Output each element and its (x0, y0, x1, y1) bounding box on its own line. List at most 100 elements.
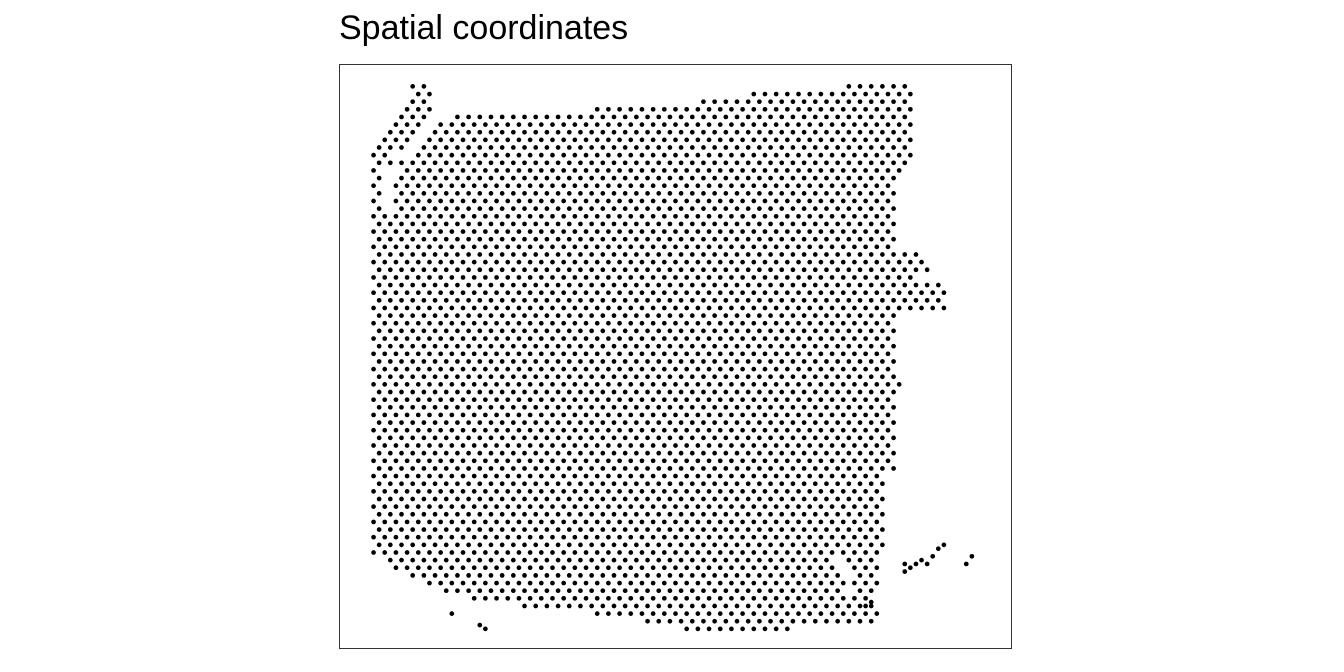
spot-point (829, 122, 835, 127)
spot-point (818, 565, 824, 571)
spot-point (773, 458, 779, 464)
spot-point (527, 213, 533, 219)
spot-point (404, 137, 410, 143)
spot-point (717, 412, 723, 418)
spot-point (376, 542, 382, 548)
spot-point (880, 481, 885, 487)
spot-point (745, 191, 751, 196)
spot-point (784, 504, 790, 509)
spot-point (415, 198, 421, 204)
spot-point (667, 542, 673, 548)
spot-point (779, 527, 785, 532)
spot-point (516, 412, 522, 418)
spot-point (399, 206, 404, 211)
spot-point (578, 573, 583, 578)
spot-point (606, 489, 611, 494)
spot-point (628, 489, 634, 494)
spot-point (857, 175, 863, 181)
spot-point (902, 160, 908, 166)
spot-point (729, 229, 734, 234)
spot-point (784, 473, 790, 479)
spot-point (544, 129, 550, 135)
spot-point (852, 198, 857, 204)
spot-point (857, 252, 863, 257)
spot-point (533, 160, 539, 166)
spot-point (589, 588, 594, 594)
spot-point (723, 374, 729, 380)
spot-point (404, 382, 410, 387)
spot-point (611, 542, 617, 548)
spot-point (494, 183, 499, 189)
spot-point (734, 252, 740, 257)
spot-point (790, 588, 796, 594)
spot-point (578, 236, 583, 242)
spot-point (678, 191, 684, 196)
spot-point (818, 580, 824, 586)
spot-point (460, 259, 466, 265)
spot-point (796, 489, 801, 494)
spot-point (717, 611, 723, 616)
spot-point (561, 183, 567, 189)
spot-point (874, 137, 880, 143)
spot-point (628, 382, 634, 387)
spot-point (661, 122, 667, 127)
spot-point (773, 534, 779, 540)
spot-point (840, 213, 846, 219)
spot-point (387, 313, 393, 318)
spot-point (606, 259, 611, 265)
spot-point (432, 236, 438, 242)
spot-point (656, 557, 662, 563)
spot-point (773, 412, 779, 418)
spot-point (438, 320, 443, 326)
spot-point (617, 290, 622, 296)
spot-point (840, 106, 846, 112)
spot-point (689, 542, 695, 548)
spot-point (824, 313, 829, 318)
spot-point (415, 397, 421, 403)
spot-point (784, 611, 790, 616)
spot-point (410, 511, 416, 517)
spot-point (695, 458, 701, 464)
spot-point (812, 206, 818, 211)
spot-point (460, 397, 466, 403)
spot-point (773, 198, 779, 204)
spot-point (880, 206, 885, 211)
spot-point (745, 466, 751, 471)
spot-point (734, 450, 740, 456)
spot-point (404, 305, 410, 311)
spot-point (717, 443, 723, 448)
spot-point (779, 175, 785, 181)
spot-point (885, 275, 891, 280)
spot-point (583, 259, 589, 265)
spot-point (466, 450, 471, 456)
spot-point (935, 282, 941, 288)
spot-point (846, 129, 852, 135)
spot-point (757, 542, 762, 548)
spot-point (712, 328, 717, 334)
spot-point (673, 244, 678, 250)
spot-point (857, 99, 863, 105)
spot-point (784, 534, 790, 540)
spot-point (628, 351, 634, 357)
spot-point (857, 328, 863, 334)
spot-point (667, 191, 673, 196)
spot-point (488, 160, 494, 166)
spot-point (684, 504, 690, 509)
spot-point (656, 542, 662, 548)
spot-point (600, 282, 606, 288)
spot-point (868, 573, 874, 578)
spot-point (594, 458, 600, 464)
spot-point (471, 183, 477, 189)
spot-point (734, 557, 740, 563)
spot-point (538, 137, 544, 143)
spot-point (449, 259, 455, 265)
spot-point (410, 114, 416, 120)
spot-point (645, 114, 650, 120)
spot-point (510, 114, 516, 120)
spot-point (717, 580, 723, 586)
spot-point (645, 450, 650, 456)
spot-point (505, 122, 511, 127)
spot-point (527, 519, 533, 525)
spot-point (466, 527, 471, 532)
spot-point (790, 557, 796, 563)
